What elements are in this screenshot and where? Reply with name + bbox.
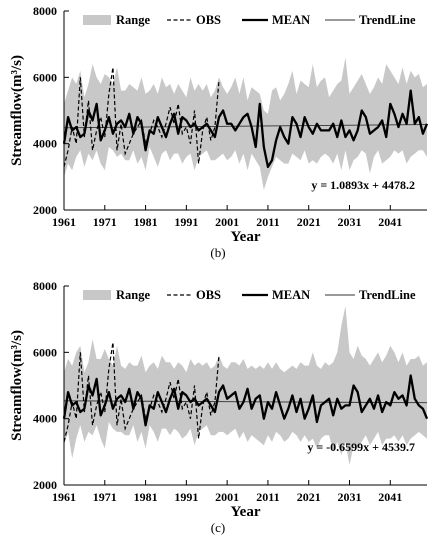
x-tick-label: 1991	[174, 215, 198, 229]
chart-panel-c: 2000 4000 6000 8000 1961 1971 1981 1991 2001 2011…	[9, 279, 429, 535]
trend-equation: y = -0.6599x + 4539.7	[307, 440, 415, 454]
trend-equation: y = 1.0893x + 4478.2	[311, 178, 415, 192]
x-tick-label: 1961	[52, 215, 76, 229]
legend-label-obs: OBS	[196, 288, 221, 302]
legend-label-range: Range	[116, 288, 150, 302]
x-tick-label: 2011	[256, 215, 279, 229]
mean-line	[62, 89, 429, 169]
y-tick-label: 2000	[33, 478, 57, 492]
x-tick-label: 1991	[174, 490, 198, 504]
x-axis-title: Year	[231, 504, 261, 520]
x-tick-label: 1961	[52, 490, 76, 504]
x-tick-label: 2041	[378, 490, 402, 504]
mean-line	[62, 374, 429, 427]
y-tick-label: 6000	[33, 345, 57, 359]
panel-label: (c)	[211, 520, 225, 535]
legend-swatch-range	[83, 15, 111, 25]
legend-label-obs: OBS	[196, 13, 221, 27]
obs-line	[63, 67, 220, 168]
x-tick-label: 1971	[93, 215, 117, 229]
x-tick-label: 2001	[215, 215, 239, 229]
x-tick-label: 2041	[378, 215, 402, 229]
x-tick-label: 2021	[297, 215, 321, 229]
y-tick-label: 2000	[33, 203, 57, 217]
x-tick-label: 1971	[93, 490, 117, 504]
legend-swatch-range	[83, 290, 111, 300]
x-tick-label: 2001	[215, 490, 239, 504]
y-tick-label: 8000	[33, 279, 57, 293]
y-tick-label: 4000	[33, 412, 57, 426]
legend-label-trendline: TrendLine	[359, 288, 416, 302]
y-axis-title: Streamflow(m³/s)	[9, 330, 25, 441]
legend-label-mean: MEAN	[272, 288, 310, 302]
y-axis-title: Streamflow(m³/s)	[9, 55, 25, 166]
y-tick-label: 4000	[33, 137, 57, 151]
chart-panel-b: 2000 4000 6000 8000 1961 1971 1981 1991 2001 2011…	[9, 4, 429, 260]
legend-label-range: Range	[116, 13, 150, 27]
x-tick-label: 2031	[338, 490, 362, 504]
range-band	[64, 305, 427, 466]
x-axis-title: Year	[231, 229, 261, 245]
obs-line	[63, 342, 220, 443]
x-tick-label: 2021	[297, 490, 321, 504]
x-tick-label: 1981	[134, 490, 158, 504]
range-band	[64, 57, 427, 191]
y-tick-label: 8000	[33, 4, 57, 18]
legend-label-mean: MEAN	[272, 13, 310, 27]
x-tick-label: 2031	[338, 215, 362, 229]
panel-label: (b)	[210, 245, 225, 260]
x-tick-label: 2011	[256, 490, 279, 504]
legend-label-trendline: TrendLine	[359, 13, 416, 27]
y-tick-label: 6000	[33, 70, 57, 84]
x-tick-label: 1981	[134, 215, 158, 229]
